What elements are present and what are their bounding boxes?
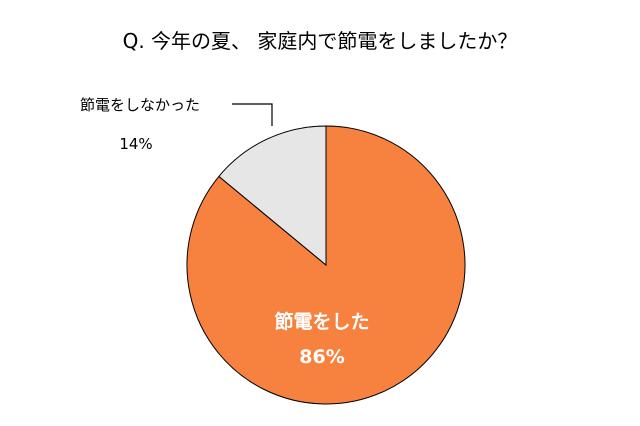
slice-label-saved: 節電をした <box>274 310 369 333</box>
slice-value-saved: 86% <box>299 346 344 368</box>
pie-slice-not-saved <box>218 125 327 267</box>
slice-value-not-saved: 14% <box>119 135 152 153</box>
slice-label-not-saved: 節電をしなかった <box>80 96 200 114</box>
chart-title: Q. 今年の夏、 家庭内で節電をしましたか？ <box>123 29 518 53</box>
leader-line <box>232 103 273 126</box>
pie-slices <box>186 125 466 405</box>
